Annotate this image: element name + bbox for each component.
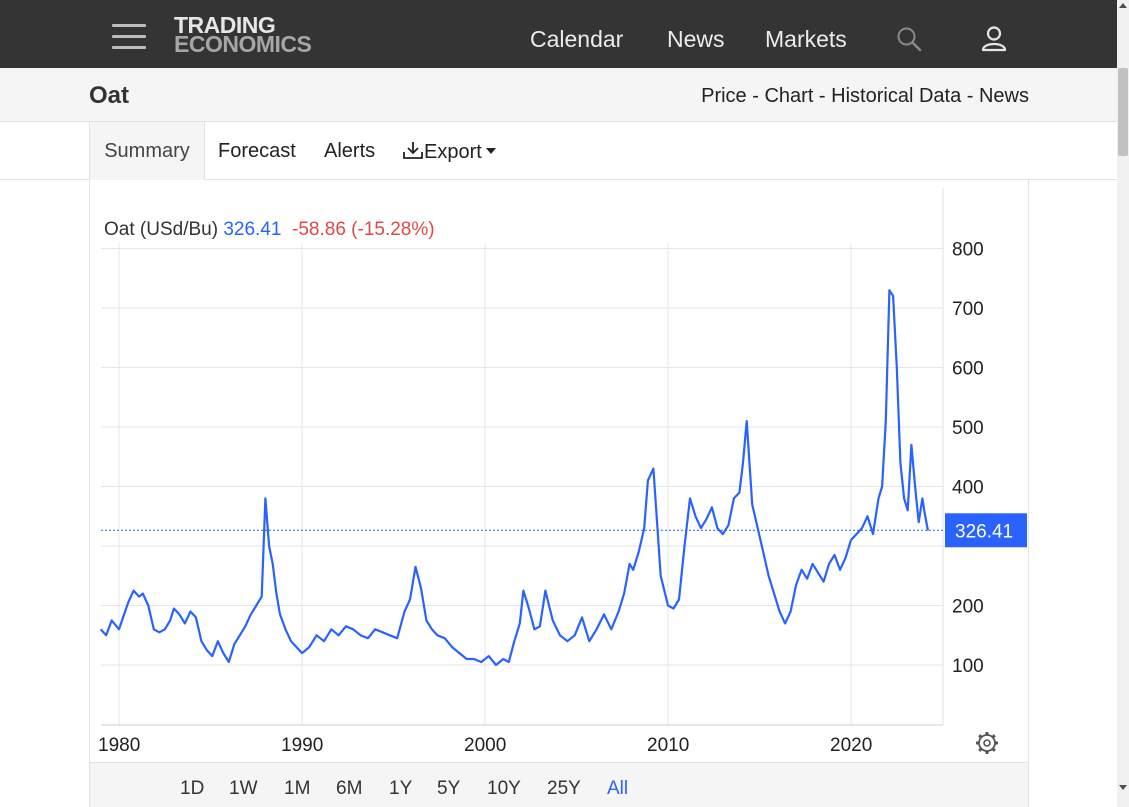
caret-down-icon bbox=[485, 148, 496, 154]
nav-markets[interactable]: Markets bbox=[765, 26, 847, 52]
range-all[interactable]: All bbox=[607, 778, 629, 799]
scrollbar-thumb[interactable] bbox=[1118, 68, 1128, 156]
instrument-header: Oat Price - Chart - Historical Data - Ne… bbox=[0, 68, 1117, 122]
range-1m[interactable]: 1M bbox=[284, 778, 311, 799]
nav-news[interactable]: News bbox=[667, 26, 725, 52]
link-historical-data[interactable]: Historical Data bbox=[831, 85, 962, 107]
range-1w[interactable]: 1W bbox=[229, 778, 258, 799]
link-chart[interactable]: Chart bbox=[764, 85, 814, 107]
nav-calendar[interactable]: Calendar bbox=[530, 26, 624, 52]
range-selector bbox=[90, 762, 1028, 807]
range-1d[interactable]: 1D bbox=[180, 778, 205, 799]
chart-legend: Oat (USd/Bu) 326.41 -58.86 (-15.28%) bbox=[104, 219, 435, 241]
link-price[interactable]: Price bbox=[701, 85, 747, 107]
link-separator: - bbox=[961, 85, 979, 107]
section-links: Price - Chart - Historical Data - News bbox=[701, 85, 1029, 108]
tab-summary[interactable]: Summary bbox=[89, 122, 205, 180]
legend-value: 326.41 bbox=[223, 219, 282, 240]
tab-alerts[interactable]: Alerts bbox=[324, 140, 376, 162]
logo-line2: ECONOMICS bbox=[174, 31, 312, 57]
page-title: Oat bbox=[89, 82, 130, 109]
export-label: Export bbox=[424, 141, 482, 163]
range-25y[interactable]: 25Y bbox=[547, 778, 581, 799]
range-6m[interactable]: 6M bbox=[336, 778, 363, 799]
chart-container bbox=[89, 180, 1029, 807]
link-news[interactable]: News bbox=[978, 85, 1029, 107]
legend-change: -58.86 (-15.28%) bbox=[292, 219, 435, 240]
scroll-up-icon[interactable] bbox=[1117, 0, 1129, 12]
link-separator: - bbox=[746, 85, 765, 107]
page-scrollbar[interactable] bbox=[1117, 0, 1129, 807]
link-separator: - bbox=[813, 85, 832, 107]
download-icon bbox=[403, 142, 423, 159]
range-5y[interactable]: 5Y bbox=[437, 778, 461, 799]
tab-export[interactable]: Export bbox=[402, 122, 497, 180]
menu-icon[interactable] bbox=[112, 24, 146, 50]
range-1y[interactable]: 1Y bbox=[389, 778, 413, 799]
tab-forecast[interactable]: Forecast bbox=[218, 140, 296, 162]
user-icon[interactable] bbox=[981, 25, 1007, 58]
logo-line1: TRADING bbox=[174, 12, 276, 38]
search-icon[interactable] bbox=[896, 26, 922, 57]
trading-economics-logo[interactable]: TRADING ECONOMICS bbox=[174, 12, 312, 57]
scroll-down-icon[interactable] bbox=[1117, 781, 1129, 793]
top-navigation-bar: TRADING ECONOMICS Calendar News Markets bbox=[0, 0, 1117, 68]
legend-name: Oat (USd/Bu) bbox=[104, 219, 219, 240]
chart-tabs: Summary Forecast Alerts Export bbox=[0, 122, 1117, 180]
range-10y[interactable]: 10Y bbox=[487, 778, 521, 799]
